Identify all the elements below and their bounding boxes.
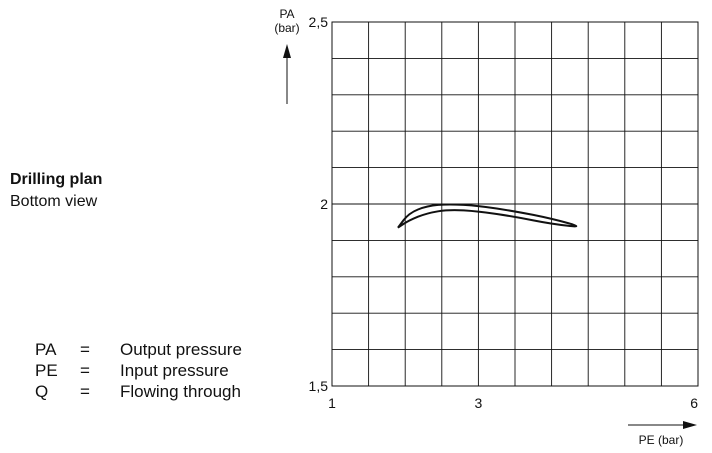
legend-description: Input pressure <box>120 361 229 380</box>
drilling-plan-subtitle: Bottom view <box>10 193 98 210</box>
legend-description: Flowing through <box>120 382 241 401</box>
y-tick-label: 1,5 <box>309 378 329 394</box>
legend-equals: = <box>80 340 90 359</box>
x-tick-label: 3 <box>475 395 483 411</box>
x-axis-label: PE (bar) <box>639 433 684 447</box>
legend-key: PA <box>35 340 57 359</box>
abbreviation-legend: PA = Output pressure PE = Input pressure… <box>35 339 242 402</box>
legend-row-pe: PE = Input pressure <box>35 360 242 381</box>
y-axis-arrowhead <box>283 44 291 58</box>
legend-equals: = <box>80 382 90 401</box>
legend-equals: = <box>80 361 90 380</box>
drilling-plan-title: Drilling plan <box>10 171 103 188</box>
chart-axis-arrows: PA (bar) PE (bar) <box>274 7 697 447</box>
legend-key: PE <box>35 361 58 380</box>
legend-description: Output pressure <box>120 340 242 359</box>
y-axis-label: PA (bar) <box>274 7 299 35</box>
legend-row-q: Q = Flowing through <box>35 381 242 402</box>
chart-grid <box>331 21 699 387</box>
hysteresis-curve <box>397 203 578 229</box>
legend-key: Q <box>35 382 49 401</box>
y-tick-label: 2,5 <box>309 14 329 30</box>
legend-row-pa: PA = Output pressure <box>35 339 242 360</box>
chart-tick-labels: 1 3 6 2,5 2 1,5 <box>309 14 699 411</box>
x-axis-arrowhead <box>683 421 697 429</box>
chart-curves <box>397 203 578 229</box>
x-tick-label: 6 <box>690 395 698 411</box>
y-tick-label: 2 <box>320 196 328 212</box>
x-tick-label: 1 <box>328 395 336 411</box>
